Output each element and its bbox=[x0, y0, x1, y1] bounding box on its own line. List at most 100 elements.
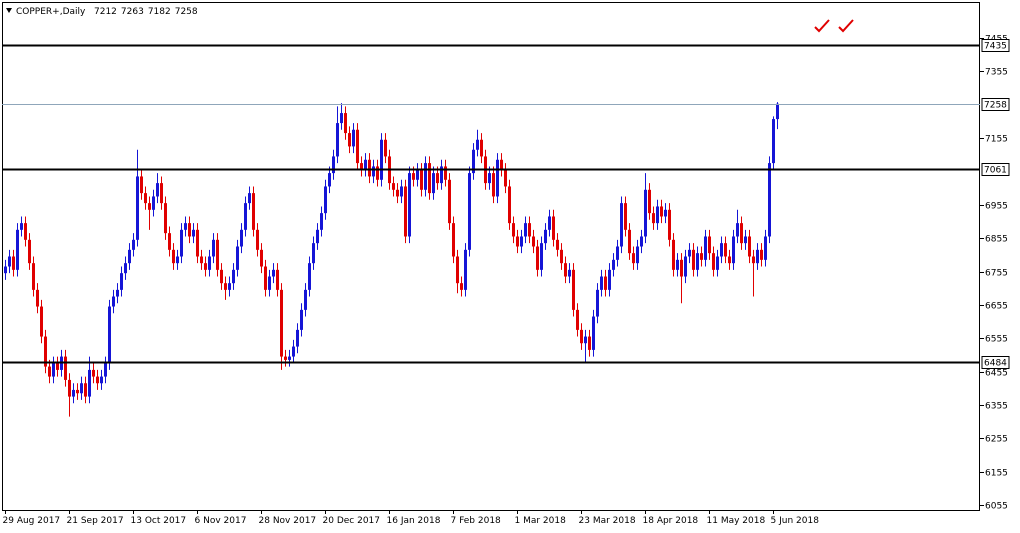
candle-body bbox=[216, 239, 219, 270]
candle-body bbox=[88, 369, 91, 397]
y-tick-label: 6755 bbox=[985, 269, 1008, 279]
candle-body bbox=[200, 256, 203, 264]
candle-body bbox=[168, 233, 171, 250]
candle-body bbox=[716, 256, 719, 270]
candle-body bbox=[348, 133, 351, 147]
candle-body bbox=[768, 163, 771, 237]
candle-body bbox=[332, 156, 335, 174]
candle-body bbox=[96, 376, 99, 384]
candle-body bbox=[368, 159, 371, 177]
candle-body bbox=[188, 223, 191, 237]
candle-body bbox=[596, 289, 599, 317]
candle-body bbox=[52, 363, 55, 377]
candle-body bbox=[460, 283, 463, 290]
candle-body bbox=[640, 236, 643, 247]
candle-body bbox=[8, 256, 11, 267]
candle-body bbox=[360, 163, 363, 170]
candle-body bbox=[748, 236, 751, 257]
candle-body bbox=[28, 239, 31, 264]
candle-body bbox=[292, 346, 295, 357]
candle-body bbox=[760, 249, 763, 260]
candle-body bbox=[476, 139, 479, 150]
candle-body bbox=[448, 179, 451, 224]
y-tick-label: 6255 bbox=[985, 435, 1008, 445]
candle-body bbox=[236, 246, 239, 270]
candle-body bbox=[68, 379, 71, 397]
x-tick-label: 29 Aug 2017 bbox=[3, 516, 61, 526]
candle-body bbox=[208, 256, 211, 270]
candle-body bbox=[80, 383, 83, 394]
candle-body bbox=[652, 213, 655, 224]
candle-body bbox=[312, 243, 315, 264]
candle-body bbox=[552, 216, 555, 240]
candle-body bbox=[632, 253, 635, 264]
candle-body bbox=[620, 203, 623, 247]
candle-body bbox=[164, 203, 167, 234]
candle-body bbox=[612, 259, 615, 270]
x-tick-label: 23 Mar 2018 bbox=[579, 516, 636, 526]
candle-body bbox=[108, 306, 111, 364]
candle-body bbox=[356, 129, 359, 164]
candle-body bbox=[128, 249, 131, 264]
x-tick-label: 21 Sep 2017 bbox=[67, 516, 124, 526]
y-tick-label: 6655 bbox=[985, 302, 1008, 312]
candle-body bbox=[224, 283, 227, 290]
candle-body bbox=[608, 269, 611, 290]
candle-body bbox=[724, 243, 727, 257]
candle-body bbox=[228, 283, 231, 290]
candle-body bbox=[328, 173, 331, 187]
candle-body bbox=[408, 173, 411, 237]
candle-body bbox=[260, 249, 263, 267]
candle-body bbox=[464, 249, 467, 290]
candle-body bbox=[244, 203, 247, 230]
x-tick-label: 16 Jan 2018 bbox=[387, 516, 441, 526]
candle-body bbox=[396, 189, 399, 197]
candle-body bbox=[584, 336, 587, 344]
candle-body bbox=[344, 113, 347, 134]
candle-body bbox=[544, 229, 547, 244]
candle-body bbox=[556, 239, 559, 250]
y-tick-label: 6155 bbox=[985, 469, 1008, 479]
candle-body bbox=[528, 223, 531, 237]
candle-body bbox=[20, 223, 23, 230]
candle-body bbox=[56, 363, 59, 370]
candle-body bbox=[196, 229, 199, 257]
x-tick-label: 1 Mar 2018 bbox=[515, 516, 567, 526]
candle-body bbox=[40, 306, 43, 337]
candle-body bbox=[272, 269, 275, 277]
candle-body bbox=[192, 229, 195, 237]
candle-body bbox=[48, 366, 51, 377]
candle-body bbox=[692, 249, 695, 270]
candle-body bbox=[252, 193, 255, 230]
candle-body bbox=[424, 163, 427, 190]
price-label: 7061 bbox=[984, 166, 1007, 176]
x-tick-label: 28 Nov 2017 bbox=[259, 516, 317, 526]
candle-body bbox=[420, 169, 423, 190]
candle-body bbox=[672, 239, 675, 270]
candle-body bbox=[776, 103, 779, 120]
candle-body bbox=[288, 356, 291, 360]
candle-body bbox=[280, 289, 283, 357]
y-tick-label: 6955 bbox=[985, 202, 1008, 212]
candle-body bbox=[176, 256, 179, 264]
candle-body bbox=[12, 256, 15, 270]
candle-body bbox=[772, 119, 775, 164]
candle-body bbox=[144, 193, 147, 204]
candle-body bbox=[624, 203, 627, 230]
menu-triangle[interactable] bbox=[6, 8, 12, 13]
candle-body bbox=[364, 159, 367, 170]
candle-body bbox=[44, 336, 47, 367]
candle-body bbox=[524, 223, 527, 237]
candle-body bbox=[64, 356, 67, 380]
candle-body bbox=[444, 166, 447, 180]
candle-body bbox=[536, 246, 539, 270]
candle-body bbox=[684, 256, 687, 277]
candle-body bbox=[756, 249, 759, 264]
candle-body bbox=[156, 183, 159, 197]
candle-body bbox=[352, 129, 355, 147]
y-tick-label: 6355 bbox=[985, 402, 1008, 412]
price-label: 6484 bbox=[984, 359, 1007, 369]
candle-body bbox=[696, 253, 699, 270]
symbol: COPPER+,Daily bbox=[16, 7, 86, 17]
